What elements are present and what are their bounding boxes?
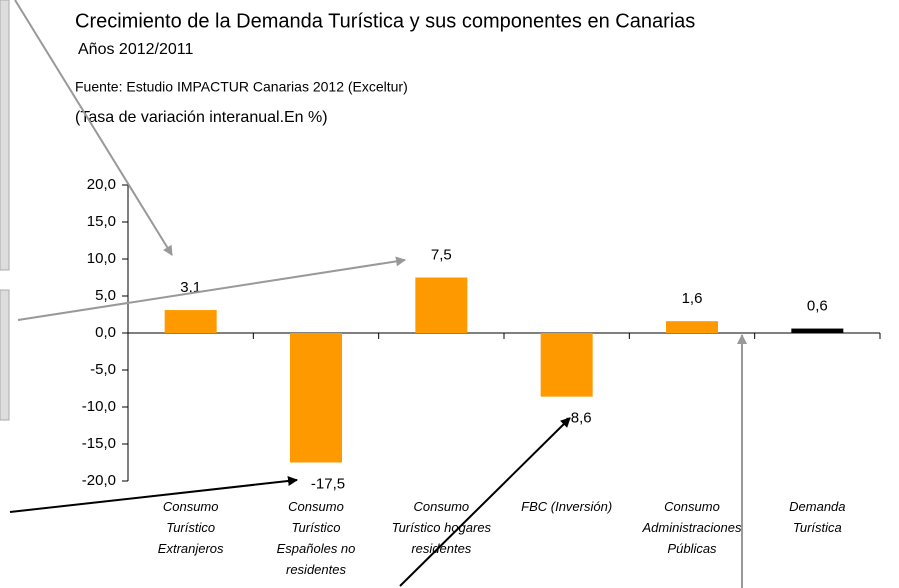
- x-tick-label: Consumo Administraciones Públicas: [642, 499, 742, 556]
- arrow: [9, 476, 298, 513]
- y-tick-label: -10,0: [82, 398, 116, 415]
- side-panel: [0, 289, 10, 421]
- x-tick-label: Demanda Turística: [789, 499, 845, 535]
- y-tick-label: 15,0: [87, 213, 116, 230]
- y-tick-label: 5,0: [95, 287, 116, 304]
- annotations: [9, 0, 747, 588]
- x-tick-label: Consumo Turístico Españoles no residentes: [277, 499, 356, 577]
- value-label: -17,5: [311, 475, 345, 492]
- arrow: [17, 256, 406, 321]
- x-tick-label: Consumo Turístico Extranjeros: [158, 499, 224, 556]
- arrow: [14, 0, 173, 256]
- y-tick-label: 10,0: [87, 250, 116, 267]
- y-tick-label: -5,0: [90, 361, 116, 378]
- value-label: 0,6: [807, 298, 828, 315]
- x-tick-label: FBC (Inversión): [521, 499, 612, 514]
- bar: [415, 277, 468, 333]
- bar: [666, 321, 718, 333]
- arrow: [399, 417, 571, 587]
- value-label: -8,6: [566, 410, 592, 427]
- bar: [791, 328, 844, 333]
- y-tick-label: 20,0: [87, 176, 116, 193]
- y-tick-label: 0,0: [95, 324, 116, 341]
- y-tick-label: -15,0: [82, 435, 116, 452]
- value-label: 7,5: [431, 246, 452, 263]
- x-tick-label: Consumo Turístico hogares residentes: [392, 499, 492, 556]
- side-panel: [0, 0, 10, 271]
- chart-title: Crecimiento de la Demanda Turística y su…: [75, 10, 695, 32]
- bar: [164, 310, 217, 333]
- value-label: 1,6: [682, 290, 703, 307]
- y-axis-label: (Tasa de variación interanual.En %): [75, 109, 328, 126]
- source: Fuente: Estudio IMPACTUR Canarias 2012 (…: [75, 79, 408, 95]
- y-tick-label: -20,0: [82, 472, 116, 489]
- bar: [290, 333, 342, 463]
- bar: [540, 333, 593, 397]
- subtitle: Años 2012/2011: [78, 41, 193, 58]
